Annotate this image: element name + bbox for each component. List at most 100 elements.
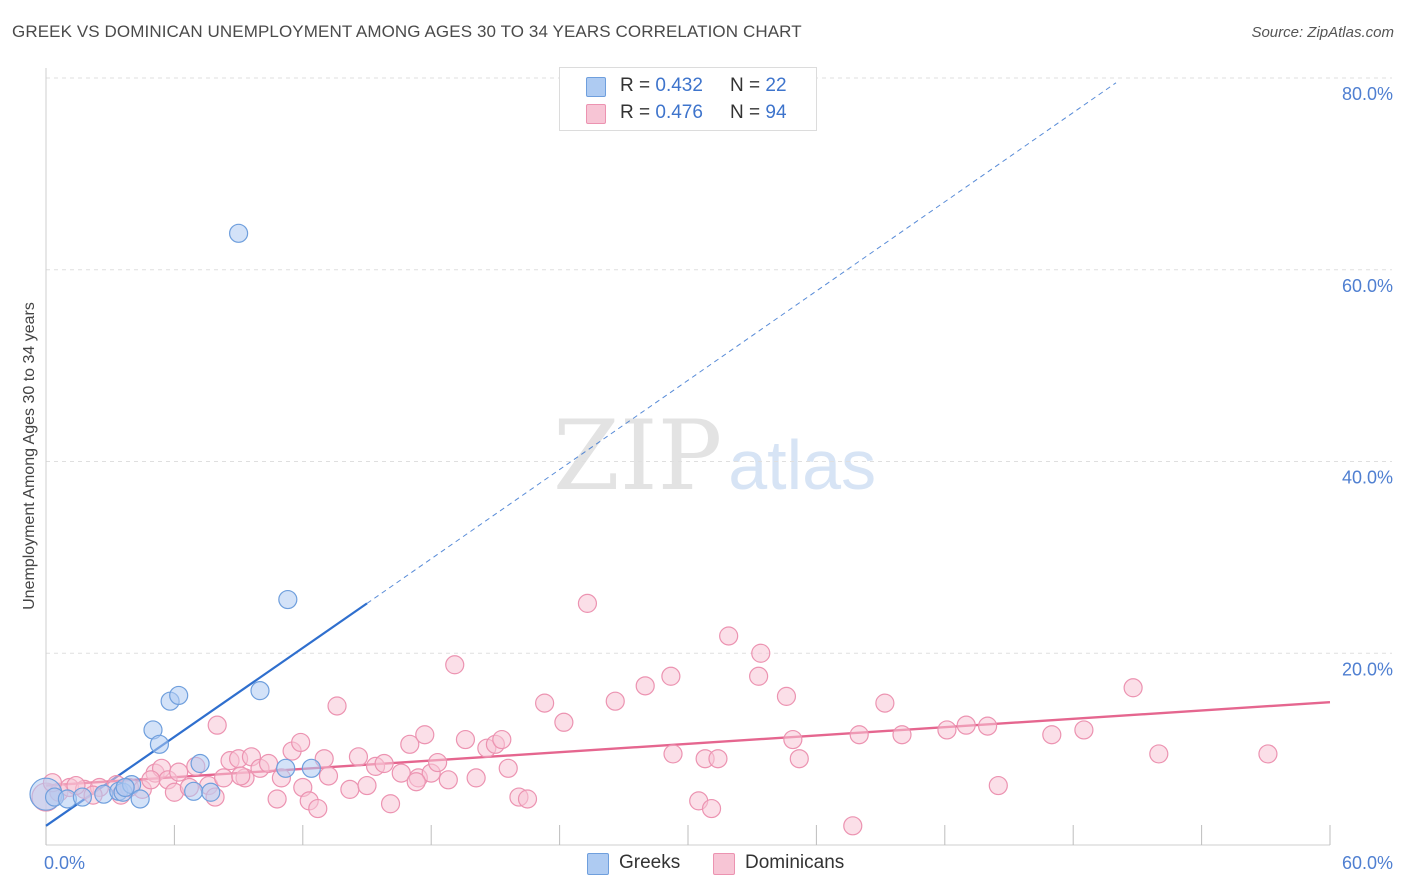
dominicans-point-85 [1149,744,1169,764]
dominicans-point-25 [258,753,279,774]
gridlines [46,77,1392,654]
dominicans-point-57 [535,693,555,713]
dominicans-point-82 [1042,725,1062,745]
dominicans-point-72 [783,729,803,750]
dominicans-point-48 [445,655,465,675]
source-label: Source: ZipAtlas.com [1251,24,1394,41]
dominicans-point-77 [892,725,912,745]
dominicans-point-74 [843,816,863,836]
dominicans-point-47 [438,770,458,790]
dominicans-point-54 [498,758,518,778]
greeks-point-16 [229,223,249,243]
dominicans-point-90 [406,772,426,792]
greeks-point-10 [149,734,170,754]
dominicans-point-36 [348,747,369,767]
dominicans-point-67 [708,749,728,769]
greeks-point-14 [190,753,210,774]
greeks-trend-extension [366,82,1117,604]
watermark-zip: ZIP [553,400,723,512]
dominicans-point-26 [267,789,287,809]
dominicans-point-32 [308,798,328,819]
greeks-point-20 [301,758,321,778]
greeks-point-19 [278,589,298,610]
greeks-point-18 [276,758,296,778]
dominicans-point-42 [400,734,420,754]
greeks-point-17 [250,681,270,701]
dominicans-legend-swatch [713,853,735,875]
x-tick-label-max: 60.0% [1342,853,1393,873]
dominicans-n-value: 94 [765,102,787,123]
axes [45,68,1331,846]
dominicans-point-69 [749,666,769,686]
dominicans-point-18 [207,715,227,735]
dominicans-point-39 [374,753,394,774]
dominicans-point-19 [214,768,234,788]
trend-lines [45,82,1331,827]
greeks-r-label: R = [620,75,656,96]
dominicans-point-93 [141,770,161,790]
dominicans-point-29 [291,732,311,753]
greeks-point-15 [201,782,221,802]
greeks-n-value: 22 [765,75,787,96]
dominicans-point-56 [517,789,538,809]
dominicans-point-61 [635,676,655,696]
dominicans-r-value: 0.476 [655,102,703,123]
dominicans-point-78 [937,720,957,740]
dominicans-point-44 [415,725,435,745]
greeks-point-12 [169,685,189,706]
greeks-swatch [586,77,606,97]
dominicans-point-46 [428,752,448,773]
tick-labels: 20.0% 40.0% 60.0% 80.0% 0.0% 60.0% [44,84,1393,873]
dominicans-point-76 [875,693,895,713]
dominicans-point-86 [1258,744,1278,764]
dominicans-point-75 [849,725,869,745]
y-tick-label-60: 60.0% [1342,276,1393,296]
dominicans-point-68 [719,626,739,646]
dominicans-point-66 [701,798,722,819]
data-points [29,223,1278,836]
dominicans-point-83 [1074,720,1094,740]
correlation-legend: R = 0.432 N = 22 R = 0.476 N = 94 [559,67,817,131]
watermark: ZIPatlas [553,400,876,512]
dominicans-point-73 [789,749,809,769]
greeks-n-label: N = [730,75,766,96]
dominicans-point-62 [661,666,681,686]
dominicans-swatch [586,104,606,124]
watermark-atlas: atlas [728,426,877,504]
dominicans-point-40 [380,794,401,814]
y-tick-label-20: 20.0% [1342,659,1393,679]
dominicans-point-84 [1123,678,1143,698]
dominicans-point-53 [492,729,512,750]
dominicans-point-35 [340,779,360,799]
dominicans-n-label: N = [730,102,766,123]
greeks-point-8 [130,789,150,809]
dominicans-r-label: R = [620,102,656,123]
y-tick-label-40: 40.0% [1342,468,1393,488]
x-tick-label-min: 0.0% [44,853,85,873]
dominicans-point-58 [554,712,574,732]
dominicans-point-80 [977,716,998,736]
greeks-point-21 [115,777,135,798]
greeks-point-13 [184,781,204,801]
dominicans-point-50 [466,768,486,788]
dominicans-point-49 [455,729,476,750]
chart-title: GREEK VS DOMINICAN UNEMPLOYMENT AMONG AG… [12,22,802,41]
dominicans-point-71 [776,686,797,706]
dominicans-point-79 [956,715,976,735]
dominicans-point-88 [231,766,251,786]
greeks-legend-label: Greeks [619,852,681,873]
y-tick-label-80: 80.0% [1342,84,1393,104]
greeks-r-value: 0.432 [655,75,703,96]
dominicans-point-37 [357,775,377,796]
dominicans-point-89 [314,749,334,769]
greeks-point-3 [72,787,92,807]
dominicans-legend-label: Dominicans [745,852,845,873]
dominicans-point-33 [318,766,339,786]
dominicans-point-63 [663,744,683,764]
dominicans-point-59 [577,593,598,613]
dominicans-point-70 [751,643,771,663]
dominicans-point-13 [169,762,189,782]
greeks-legend-swatch [587,853,609,875]
dominicans-point-34 [327,696,347,716]
